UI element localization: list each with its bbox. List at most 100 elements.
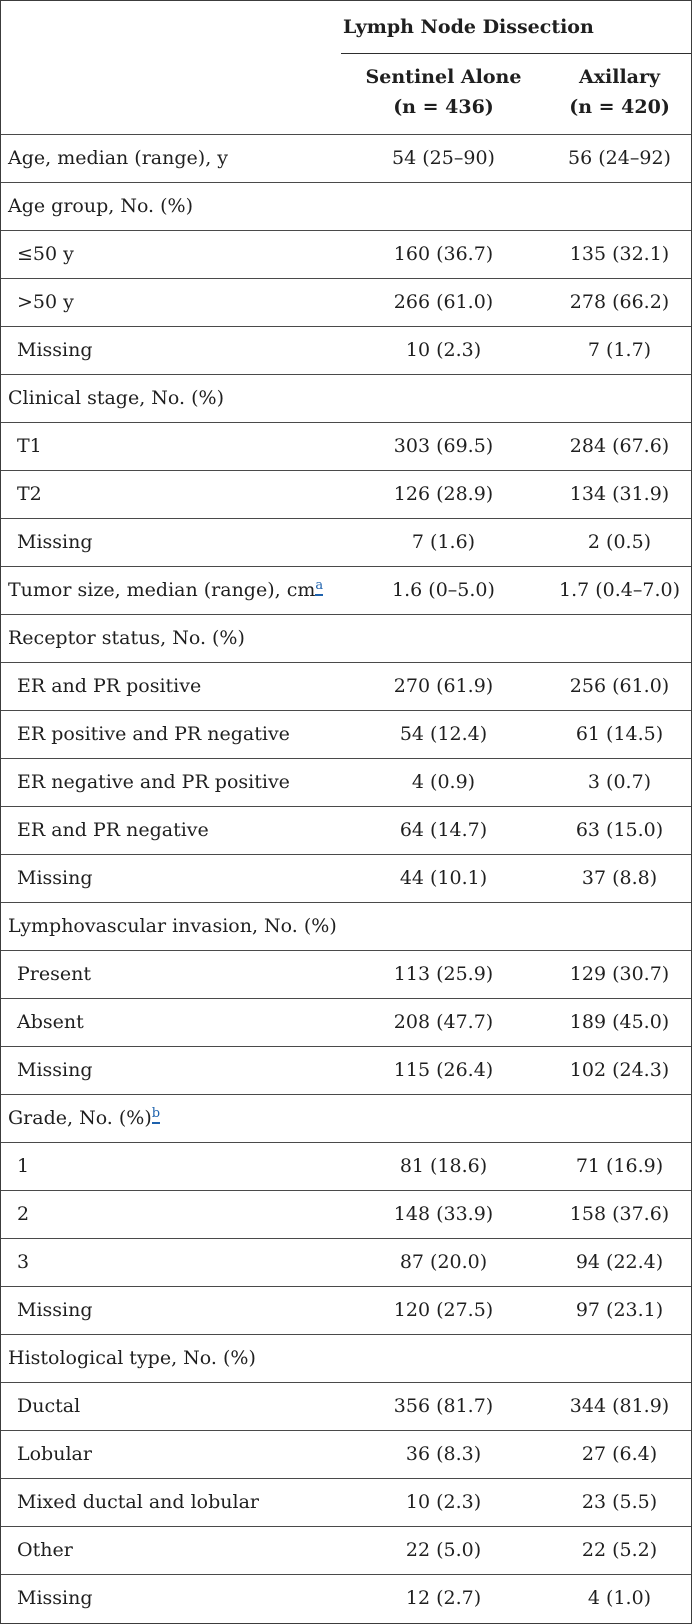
column-n: (n = 420)	[569, 95, 670, 118]
value-axillary: 1.7 (0.4–7.0)	[546, 566, 691, 615]
row-label: ER positive and PR negative	[1, 710, 341, 759]
row-label: ≤50 y	[1, 230, 341, 279]
value-sentinel	[341, 1094, 546, 1143]
value-axillary	[546, 1094, 691, 1143]
value-sentinel: 44 (10.1)	[341, 854, 546, 903]
value-axillary: 27 (6.4)	[546, 1430, 691, 1479]
table-row: ER negative and PR positive 4 (0.9) 3 (0.7…	[1, 758, 691, 807]
table-row: >50 y 266 (61.0) 278 (66.2)	[1, 278, 691, 327]
value-axillary: 102 (24.3)	[546, 1046, 691, 1095]
row-label: T2	[1, 470, 341, 519]
spanner-row: Lymph Node Dissection	[1, 1, 691, 54]
value-sentinel: 270 (61.9)	[341, 662, 546, 711]
value-axillary: 129 (30.7)	[546, 950, 691, 999]
value-sentinel: 87 (20.0)	[341, 1238, 546, 1287]
row-label: Age group, No. (%)	[1, 182, 341, 231]
footnote-marker: a	[315, 578, 324, 596]
value-axillary: 4 (1.0)	[587, 1587, 652, 1610]
row-label: Missing	[1, 854, 341, 903]
section-row: Age group, No. (%)	[1, 182, 691, 231]
section-row: Histological type, No. (%)	[1, 1334, 691, 1383]
table-row: Lobular 36 (8.3) 27 (6.4)	[1, 1430, 691, 1479]
row-label: Missing	[1, 1286, 341, 1335]
value-sentinel	[341, 182, 546, 231]
row-label: Missing	[1, 326, 341, 375]
value-sentinel	[341, 902, 546, 951]
value-axillary: 3 (0.7)	[546, 758, 691, 807]
section-row: Lymphovascular invasion, No. (%)	[1, 902, 691, 951]
column-label: Axillary	[578, 65, 661, 88]
row-label: Ductal	[1, 1382, 341, 1431]
footnote-marker: b	[151, 1106, 161, 1124]
row-label: 1	[1, 1142, 341, 1191]
value-sentinel: 303 (69.5)	[341, 422, 546, 471]
value-axillary: 22 (5.2)	[546, 1526, 691, 1575]
table-row: ER and PR negative 64 (14.7) 63 (15.0)	[1, 806, 691, 855]
value-axillary: 158 (37.6)	[546, 1190, 691, 1239]
value-axillary: 23 (5.5)	[546, 1478, 691, 1527]
column-header-row: Sentinel Alone (n = 436) Axillary (n = 4…	[1, 53, 691, 135]
spanner-heading: Lymph Node Dissection	[341, 1, 691, 54]
footnote-a-link[interactable]: a	[315, 578, 324, 596]
row-label: 2	[1, 1190, 341, 1239]
value-axillary: 56 (24–92)	[546, 134, 691, 183]
value-axillary: 189 (45.0)	[546, 998, 691, 1047]
value-axillary: 37 (8.8)	[546, 854, 691, 903]
value-axillary: 71 (16.9)	[546, 1142, 691, 1191]
value-sentinel: 64 (14.7)	[341, 806, 546, 855]
footnote-b-link[interactable]: b	[151, 1106, 161, 1124]
value-sentinel	[341, 614, 546, 663]
value-axillary: 97 (23.1)	[546, 1286, 691, 1335]
value-axillary: 256 (61.0)	[546, 662, 691, 711]
table-header: Lymph Node Dissection Sentinel Alone (n …	[1, 1, 691, 135]
value-sentinel	[341, 374, 546, 423]
table-row: Missing 7 (1.6) 2 (0.5)	[1, 518, 691, 567]
value-sentinel: 1.6 (0–5.0)	[341, 566, 546, 615]
value-axillary: 63 (15.0)	[546, 806, 691, 855]
table-row: Mixed ductal and lobular 10 (2.3) 23 (5.5)	[1, 1478, 691, 1527]
row-label: Missing	[17, 1587, 93, 1610]
row-label: Tumor size, median (range), cma	[1, 566, 341, 615]
table-row: Tumor size, median (range), cma 1.6 (0–5.…	[1, 566, 691, 615]
value-axillary: 2 (0.5)	[546, 518, 691, 567]
table-row: Other 22 (5.0) 22 (5.2)	[1, 1526, 691, 1575]
value-sentinel: 7 (1.6)	[341, 518, 546, 567]
table-row: ER positive and PR negative 54 (12.4) 61 (…	[1, 710, 691, 759]
row-label: Missing	[1, 518, 341, 567]
table-body: Age, median (range), y 54 (25–90) 56 (24–9…	[1, 134, 691, 1622]
value-sentinel: 10 (2.3)	[341, 1478, 546, 1527]
value-sentinel: 54 (25–90)	[341, 134, 546, 183]
value-sentinel: 120 (27.5)	[341, 1286, 546, 1335]
row-label: Grade, No. (%)b	[1, 1094, 341, 1143]
table-row: 2 148 (33.9) 158 (37.6)	[1, 1190, 691, 1239]
value-sentinel: 113 (25.9)	[341, 950, 546, 999]
value-sentinel	[341, 1334, 546, 1383]
row-label: Receptor status, No. (%)	[1, 614, 341, 663]
table-row: Ductal 356 (81.7) 344 (81.9)	[1, 1382, 691, 1431]
value-axillary: 61 (14.5)	[546, 710, 691, 759]
column-label: Sentinel Alone	[365, 65, 522, 88]
value-axillary: 7 (1.7)	[546, 326, 691, 375]
table-row: T1 303 (69.5) 284 (67.6)	[1, 422, 691, 471]
row-label: Age, median (range), y	[1, 134, 341, 183]
stub-cell	[1, 1, 341, 53]
value-sentinel: 22 (5.0)	[341, 1526, 546, 1575]
value-axillary: 284 (67.6)	[546, 422, 691, 471]
value-sentinel: 54 (12.4)	[341, 710, 546, 759]
row-label: ER and PR negative	[1, 806, 341, 855]
value-sentinel: 126 (28.9)	[341, 470, 546, 519]
table-row: ≤50 y 160 (36.7) 135 (32.1)	[1, 230, 691, 279]
table-row: ER and PR positive 270 (61.9) 256 (61.0)	[1, 662, 691, 711]
section-row: Clinical stage, No. (%)	[1, 374, 691, 423]
row-label: Absent	[1, 998, 341, 1047]
value-sentinel: 356 (81.7)	[341, 1382, 546, 1431]
value-sentinel: 148 (33.9)	[341, 1190, 546, 1239]
stub-cell	[1, 53, 341, 135]
table-row: Missing 115 (26.4) 102 (24.3)	[1, 1046, 691, 1095]
value-sentinel: 4 (0.9)	[341, 758, 546, 807]
table-row: Missing 44 (10.1) 37 (8.8)	[1, 854, 691, 903]
table-row: Missing 10 (2.3) 7 (1.7)	[1, 326, 691, 375]
value-sentinel: 266 (61.0)	[341, 278, 546, 327]
value-axillary	[546, 902, 691, 951]
